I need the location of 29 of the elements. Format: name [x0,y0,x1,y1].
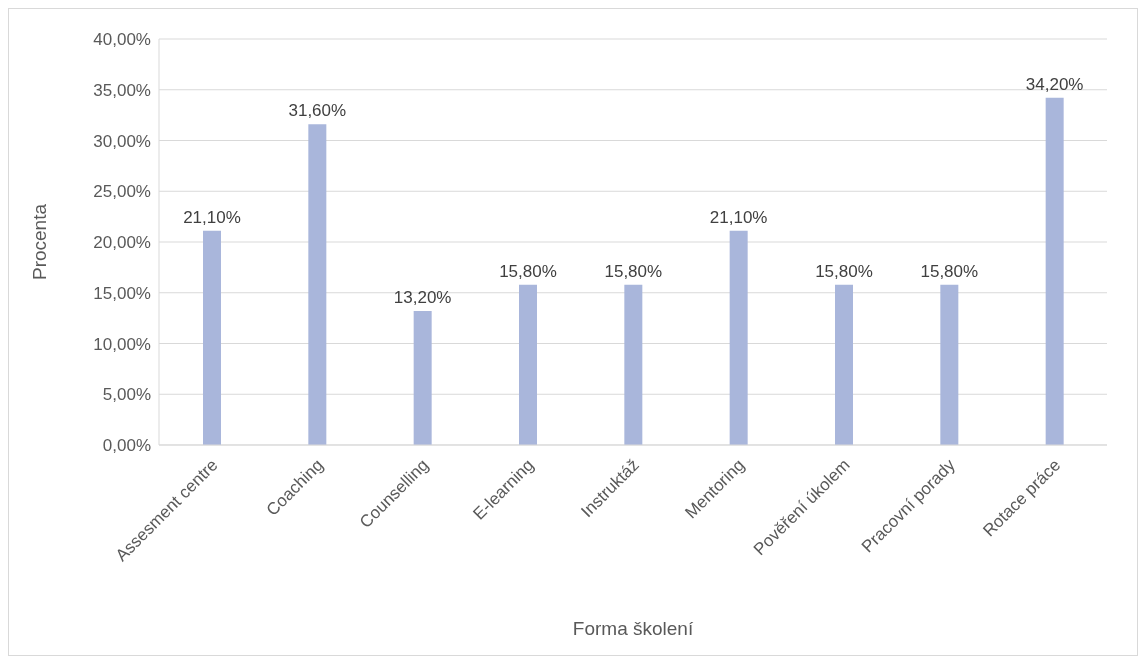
y-tick-label: 0,00% [102,436,151,456]
data-label: 34,20% [1025,74,1084,94]
y-tick-label: 40,00% [93,30,151,50]
y-tick-label: 15,00% [93,283,151,303]
data-label: 21,10% [709,207,768,227]
bar [940,284,959,445]
y-tick-label: 20,00% [93,233,151,253]
data-label: 15,80% [815,261,873,281]
y-axis-title: Procenta [28,203,50,281]
bar [1045,97,1064,445]
data-label: 15,80% [604,261,663,281]
data-label: 21,10% [183,207,241,227]
bar [203,230,221,445]
y-tick-label: 35,00% [93,80,151,100]
bar [835,284,853,445]
bar [413,311,432,445]
x-axis-title: Forma školení [572,618,694,639]
data-label: 15,80% [499,261,557,281]
y-tick-label: 10,00% [93,334,151,354]
y-tick-label: 30,00% [93,131,151,151]
y-tick-label: 5,00% [102,385,151,405]
data-label: 31,60% [288,101,347,121]
bar [624,284,643,445]
bar [308,124,327,445]
bar [729,230,748,445]
data-label: 13,20% [393,288,452,308]
bar [519,284,537,445]
data-label: 15,80% [920,261,979,281]
y-tick-label: 25,00% [93,182,151,202]
